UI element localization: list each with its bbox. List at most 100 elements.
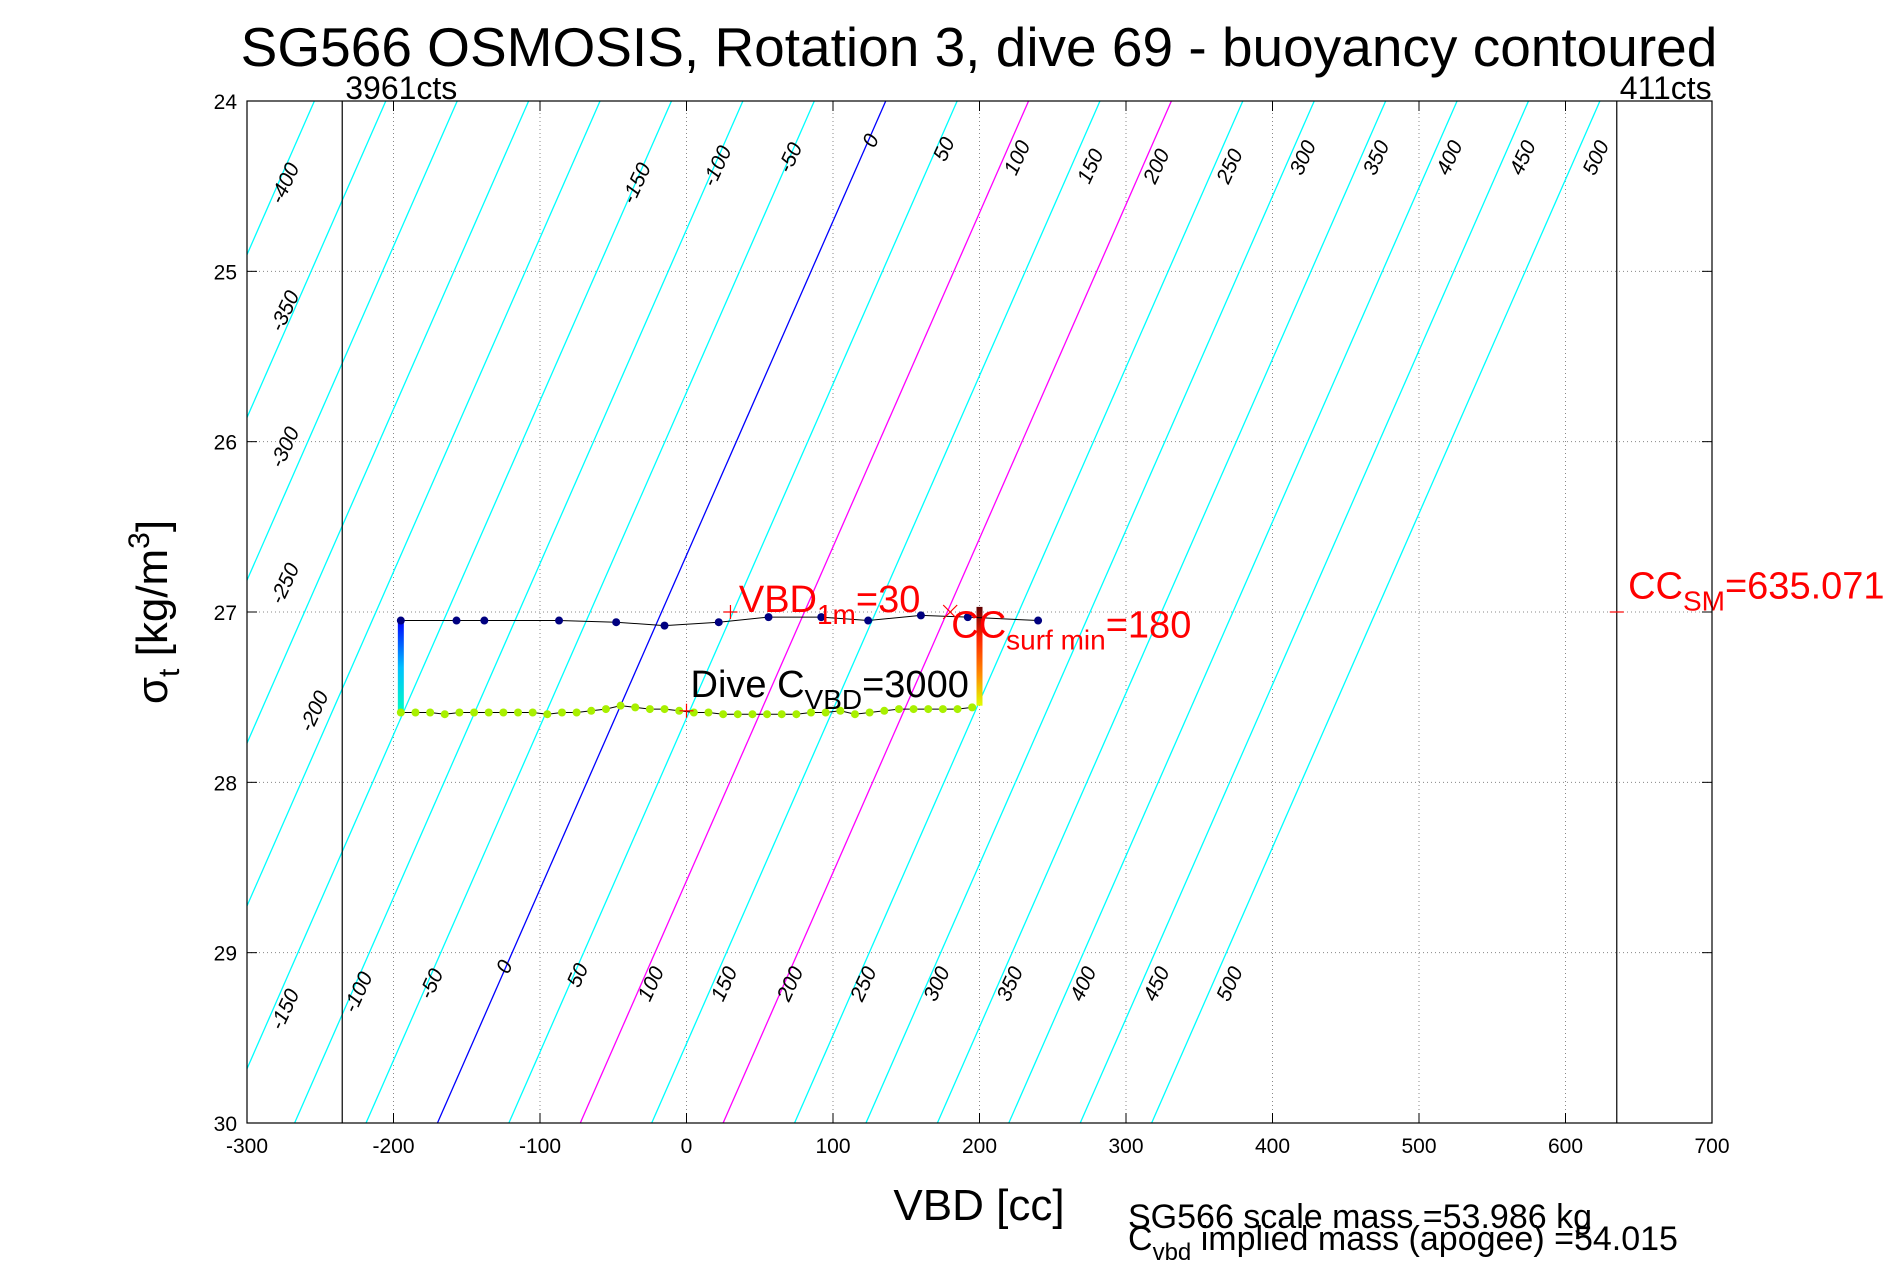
- data-point-dive: [764, 613, 773, 622]
- buoyancy-contour-line: [247, 101, 673, 1071]
- transition-bar: [976, 606, 983, 706]
- data-point-climb: [631, 703, 640, 712]
- x-tick-label: 600: [1548, 1135, 1583, 1158]
- buoyancy-contour-line: [579, 101, 1030, 1123]
- y-axis-label: σt [kg/m3]: [123, 520, 186, 704]
- data-point-dive: [1034, 616, 1043, 625]
- buoyancy-contour-line: [1008, 101, 1458, 1123]
- data-point-climb: [411, 708, 420, 717]
- data-point-dive: [916, 611, 925, 620]
- data-point-dive: [452, 616, 461, 625]
- data-point-climb: [953, 705, 962, 714]
- y-tick-label: 29: [214, 943, 237, 966]
- buoyancy-contour-line: [1079, 101, 1530, 1123]
- y-tick-label: 24: [214, 91, 238, 114]
- data-point-climb: [938, 705, 947, 714]
- vbd-limit-label: 411cts: [1620, 70, 1712, 106]
- svg-text:Cvbd implied mass (apogee) =54: Cvbd implied mass (apogee) =54.015: [1128, 1220, 1678, 1262]
- footer: SG566 scale mass =53.986 kg Cvbd implied…: [1128, 1198, 1678, 1262]
- buoyancy-contour-line: [247, 101, 387, 420]
- buoyancy-contour-line: [865, 101, 1315, 1123]
- annotation-label: CCSM=635.071: [1628, 565, 1884, 616]
- footer-cvbd-sub: vbd: [1153, 1239, 1192, 1262]
- data-point-dive: [612, 618, 621, 627]
- data-point-climb: [587, 706, 596, 715]
- marker-x: [942, 604, 958, 620]
- data-point-climb: [455, 708, 464, 717]
- data-point-dive: [864, 616, 873, 625]
- y-axis-label-sub: t: [153, 668, 186, 677]
- x-tick-label: 400: [1255, 1135, 1290, 1158]
- data-point-climb: [748, 710, 757, 719]
- data-point-climb: [484, 708, 493, 717]
- buoyancy-contour-line: [651, 101, 1101, 1123]
- vbd-limit-label: 3961cts: [345, 70, 457, 106]
- buoyancy-contours: [0, 101, 1601, 1123]
- data-point-climb: [470, 708, 479, 717]
- data-point-dive: [396, 616, 405, 625]
- data-point-climb: [865, 708, 874, 717]
- buoyancy-contour-line: [936, 101, 1387, 1123]
- data-point-climb: [880, 706, 889, 715]
- data-point-climb: [704, 708, 713, 717]
- data-point-climb: [675, 706, 684, 715]
- data-point-dive: [555, 616, 564, 625]
- data-point-dive: [963, 613, 972, 622]
- x-tick-label: -200: [372, 1135, 414, 1158]
- buoyancy-contour-line: [247, 101, 601, 908]
- buoyancy-contour-line: [294, 101, 744, 1123]
- data-point-climb: [733, 710, 742, 719]
- annotation-markers: [679, 604, 1624, 718]
- x-axis-ticks: -300 -200 -100 0 100 200 300 400 500 600 700: [226, 101, 1730, 1158]
- data-point-climb: [528, 708, 537, 717]
- data-point-climb: [792, 710, 801, 719]
- annotations: VBD1m=30 CCsurf min=180 CCSM=635.071 Dive C…: [691, 565, 1885, 715]
- marker-plus: [723, 605, 738, 619]
- y-axis-label-units: [kg/m: [128, 549, 177, 669]
- data-series: [396, 606, 1043, 719]
- y-axis-label-sup: 3: [123, 532, 156, 549]
- buoyancy-contour-line: [0, 101, 243, 1123]
- x-tick-label: 200: [962, 1135, 997, 1158]
- footer-scale-mass: SG566 scale mass =53.986 kg: [1128, 1198, 1592, 1236]
- y-tick-label: 26: [214, 432, 237, 455]
- transition-bar: [397, 620, 404, 715]
- y-tick-label: 27: [214, 602, 237, 625]
- y-tick-label: 28: [214, 772, 237, 795]
- data-point-climb: [440, 710, 449, 719]
- x-tick-label: 700: [1694, 1135, 1729, 1158]
- x-axis-label: VBD [cc]: [893, 1181, 1064, 1230]
- buoyancy-contour-line: [247, 101, 530, 745]
- x-tick-label: 500: [1401, 1135, 1436, 1158]
- data-point-climb: [924, 705, 933, 714]
- buoyancy-contour-line: [722, 101, 1173, 1123]
- annotation-label: CCsurf min=180: [951, 605, 1191, 656]
- data-point-dive: [480, 616, 489, 625]
- x-tick-label: -100: [519, 1135, 561, 1158]
- buoyancy-contour-line: [436, 101, 887, 1123]
- buoyancy-contour-line: [793, 101, 1244, 1123]
- annotation-label: VBD1m=30: [739, 579, 921, 630]
- data-point-climb: [909, 705, 918, 714]
- data-point-climb: [763, 710, 772, 719]
- y-tick-label: 25: [214, 261, 237, 284]
- data-point-climb: [499, 708, 508, 717]
- y-axis-label-close: ]: [128, 520, 177, 532]
- data-point-dive: [660, 621, 669, 630]
- annotation-label: Dive CVBD=3000: [691, 664, 969, 715]
- data-point-climb: [601, 705, 610, 714]
- data-point-dive: [714, 618, 723, 627]
- buoyancy-contour-line: [365, 101, 815, 1123]
- data-point-climb: [777, 710, 786, 719]
- x-tick-label: 300: [1108, 1135, 1143, 1158]
- data-point-climb: [645, 705, 654, 714]
- data-point-climb: [850, 710, 859, 719]
- data-point-climb: [894, 705, 903, 714]
- data-point-dive: [817, 613, 826, 622]
- data-point-climb: [557, 708, 566, 717]
- x-tick-label: 100: [815, 1135, 850, 1158]
- chart-title: SG566 OSMOSIS, Rotation 3, dive 69 - buo…: [241, 16, 1718, 78]
- data-point-climb: [807, 708, 816, 717]
- svg-text:σt [kg/m3]: σt [kg/m3]: [123, 520, 186, 704]
